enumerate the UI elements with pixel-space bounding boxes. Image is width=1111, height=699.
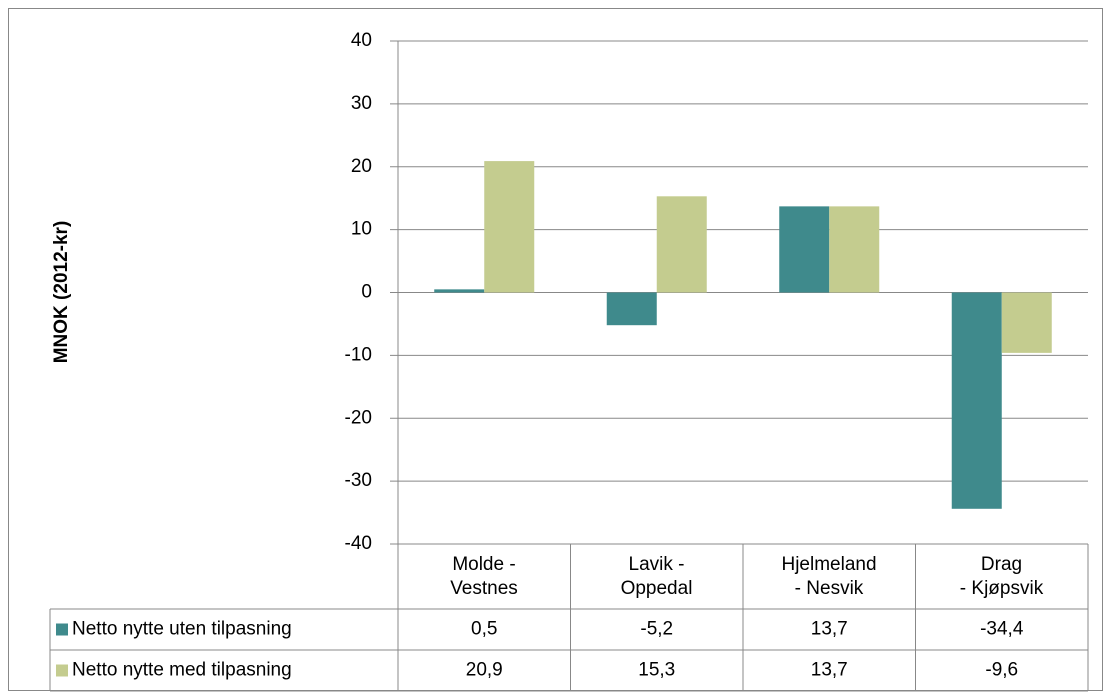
- bar: [656, 196, 707, 293]
- y-tick-label: -40: [345, 533, 372, 554]
- y-axis-label: MNOK (2012-kr): [51, 221, 72, 364]
- table-value: -9,6: [985, 660, 1018, 681]
- y-tick-label: 0: [361, 282, 372, 303]
- y-tick-label: 30: [351, 93, 372, 114]
- y-tick-label: -20: [345, 407, 372, 428]
- bar: [1001, 292, 1052, 353]
- y-tick-label: 10: [351, 219, 372, 240]
- y-tick-label: 20: [351, 156, 372, 177]
- bar: [606, 292, 657, 326]
- y-tick-label: -10: [345, 344, 372, 365]
- table-value: 13,7: [811, 660, 848, 681]
- table-value: 0,5: [471, 619, 497, 640]
- table-value: -34,4: [980, 619, 1024, 640]
- y-tick-label: 40: [351, 30, 372, 51]
- table-value: 13,7: [811, 619, 848, 640]
- bar: [951, 292, 1002, 509]
- legend-label: Netto nytte uten tilpasning: [72, 619, 292, 640]
- x-tick-label: Drag - Kjøpsvik: [959, 554, 1044, 599]
- bar: [434, 289, 485, 293]
- legend-label: Netto nytte med tilpasning: [72, 660, 292, 681]
- table-value: -5,2: [640, 619, 673, 640]
- x-tick-label: Hjelmeland - Nesvik: [781, 554, 877, 599]
- table-value: 20,9: [466, 660, 503, 681]
- bar: [779, 206, 830, 293]
- x-tick-label: Lavik - Oppedal: [620, 554, 693, 599]
- bar: [484, 161, 535, 293]
- x-tick-label: Molde - Vestnes: [450, 554, 518, 599]
- y-tick-label: -30: [345, 470, 372, 491]
- legend-key: [56, 664, 68, 677]
- table-value: 15,3: [638, 660, 675, 681]
- bar: [829, 206, 880, 293]
- legend-key: [56, 623, 68, 636]
